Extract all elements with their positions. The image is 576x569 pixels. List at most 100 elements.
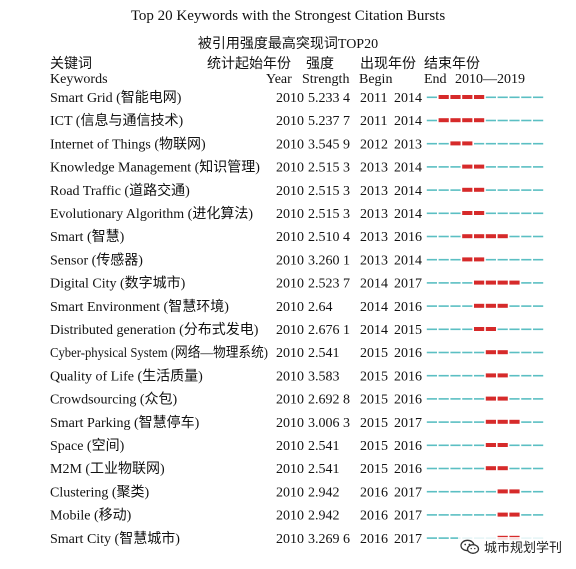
end-value: 2016: [394, 346, 422, 361]
header-strength-zh: 强度: [306, 57, 334, 72]
keyword-label: Evolutionary Algorithm (进化算法): [50, 206, 253, 222]
timeline-segment: [521, 444, 532, 447]
year-value: 2010: [276, 369, 304, 384]
year-value: 2010: [276, 277, 304, 292]
keyword-label: M2M (工业物联网): [50, 461, 165, 477]
burst-segment: [474, 257, 485, 262]
strength-value: 2.64: [308, 300, 333, 315]
timeline-segment: [533, 351, 544, 354]
end-value: 2016: [394, 462, 422, 477]
timeline-segment: [521, 467, 532, 470]
burst-segment: [485, 280, 496, 285]
timeline-segment: [533, 374, 544, 377]
end-value: 2017: [394, 277, 422, 292]
keyword-label: Quality of Life (生活质量): [50, 368, 203, 384]
strength-value: 2.942: [308, 509, 340, 524]
begin-value: 2013: [360, 253, 388, 268]
timeline-segment: [509, 258, 520, 261]
timeline-segment: [426, 514, 437, 516]
burst-segment: [474, 211, 485, 215]
begin-value: 2013: [360, 184, 388, 199]
timeline-segment: [533, 235, 544, 238]
timeline-segment: [462, 328, 473, 331]
timeline-segment: [485, 514, 496, 516]
timeline-segment: [485, 189, 496, 191]
burst-segment: [450, 141, 461, 146]
begin-value: 2014: [360, 300, 388, 315]
burst-segment: [474, 187, 485, 192]
burst-segment: [462, 141, 473, 146]
timeline-segment: [450, 444, 461, 447]
begin-value: 2014: [360, 277, 388, 292]
keyword-label: Internet of Things (物联网): [50, 136, 206, 152]
timeline-segment: [497, 166, 508, 168]
year-value: 2010: [276, 230, 304, 245]
keyword-label: Road Traffic (道路交通): [50, 182, 190, 199]
strength-value: 2.541: [308, 439, 340, 454]
timeline-segment: [509, 374, 520, 377]
timeline-segment: [438, 467, 449, 470]
timeline-segment: [474, 421, 485, 423]
timeline-segment: [509, 189, 520, 191]
burst-segment: [485, 327, 496, 331]
timeline-segment: [497, 328, 508, 331]
timeline-segment: [533, 444, 544, 447]
keyword-label: ICT (信息与通信技术): [50, 112, 183, 129]
year-value: 2010: [276, 114, 304, 129]
strength-value: 2.515 3: [308, 207, 350, 222]
burst-segment: [509, 512, 520, 517]
timeline-segment: [474, 351, 485, 354]
timeline-segment: [438, 212, 449, 215]
timeline-segment: [521, 166, 532, 168]
timeline-segment: [426, 305, 437, 307]
timeline-segment: [533, 282, 544, 284]
timeline-segment: [533, 305, 544, 307]
year-value: 2010: [276, 462, 304, 477]
timeline-segment: [485, 119, 496, 122]
timeline-segment: [438, 374, 449, 377]
burst-segment: [497, 303, 508, 308]
timeline-segment: [462, 282, 473, 284]
timeline-segment: [474, 398, 485, 400]
timeline-segment: [426, 212, 437, 215]
timeline-segment: [450, 258, 461, 261]
begin-value: 2016: [360, 509, 388, 524]
timeline-segment: [462, 514, 473, 516]
timeline-segment: [509, 305, 520, 307]
keyword-label: Smart Grid (智能电网): [50, 90, 182, 106]
timeline-segment: [474, 444, 485, 447]
strength-value: 3.269 6: [308, 532, 350, 547]
timeline-segment: [438, 142, 449, 145]
timeline-segment: [438, 444, 449, 447]
strength-value: 5.237 7: [308, 114, 350, 129]
end-value: 2015: [394, 323, 422, 338]
timeline-segment: [426, 398, 437, 400]
burst-segment: [474, 164, 485, 169]
year-value: 2010: [276, 253, 304, 268]
begin-value: 2013: [360, 207, 388, 222]
timeline-segment: [426, 258, 437, 261]
timeline-segment: [462, 490, 473, 493]
timeline-segment: [450, 398, 461, 400]
timeline-segment: [485, 142, 496, 145]
timeline-segment: [533, 514, 544, 516]
timeline-segment: [462, 305, 473, 307]
timeline-segment: [509, 235, 520, 238]
timeline-segment: [474, 467, 485, 470]
begin-value: 2016: [360, 532, 388, 547]
burst-segment: [450, 95, 461, 99]
burst-segment: [485, 373, 496, 378]
burst-segment: [462, 234, 473, 239]
begin-value: 2013: [360, 230, 388, 245]
year-value: 2010: [276, 439, 304, 454]
timeline-segment: [426, 166, 437, 168]
timeline-segment: [438, 235, 449, 238]
keyword-label: Smart City (智慧城市): [50, 530, 180, 547]
end-value: 2016: [394, 230, 422, 245]
timeline-segment: [462, 467, 473, 470]
timeline-segment: [450, 166, 461, 168]
timeline-segment: [426, 119, 437, 122]
burst-segment: [497, 512, 508, 517]
burst-segment: [438, 118, 449, 123]
burst-segment: [509, 280, 520, 285]
